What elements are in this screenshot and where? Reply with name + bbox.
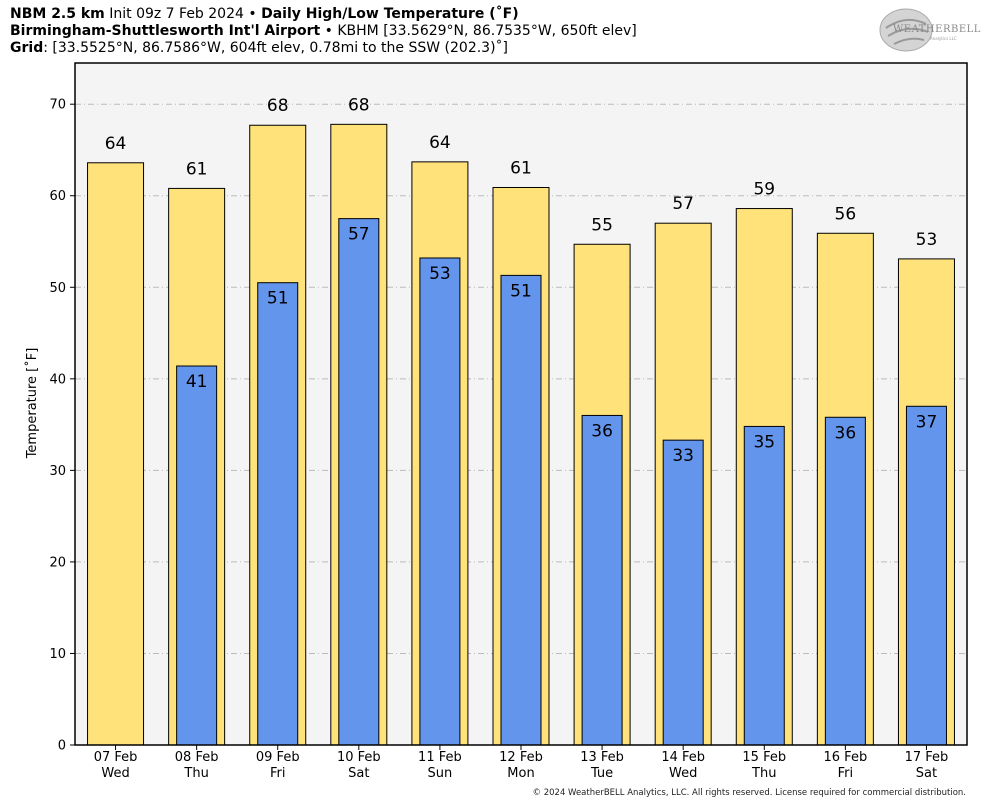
y-tick-label: 40	[49, 372, 66, 387]
x-tick-day: Thu	[751, 766, 776, 781]
low-temp-label: 57	[348, 225, 370, 245]
x-tick-day: Fri	[838, 766, 854, 781]
high-temp-label: 64	[105, 134, 127, 154]
high-temp-label: 64	[429, 133, 451, 153]
x-tick-day: Sun	[428, 766, 453, 781]
high-temp-label: 59	[753, 180, 775, 200]
low-temp-bar	[581, 414, 623, 746]
low-temp-bar	[905, 405, 947, 746]
high-temp-bar	[87, 162, 145, 746]
x-tick-date: 15 Feb	[742, 750, 786, 765]
low-temp-bar	[257, 282, 299, 746]
high-temp-label: 56	[835, 204, 857, 224]
product-title: Daily High/Low Temperature (˚F)	[261, 6, 519, 22]
copyright-notice: © 2024 WeatherBELL Analytics, LLC. All r…	[532, 788, 966, 798]
y-tick-label: 30	[49, 464, 66, 479]
header-line-3: Grid: [33.5525°N, 86.7586°W, 604ft elev,…	[10, 40, 508, 57]
model-name: NBM 2.5 km	[10, 6, 105, 22]
grid-info: : [33.5525°N, 86.7586°W, 604ft elev, 0.7…	[43, 40, 509, 56]
low-temp-bar	[824, 416, 866, 746]
low-temp-bar	[500, 274, 542, 746]
low-temp-bar	[419, 257, 461, 746]
x-tick-date: 17 Feb	[905, 750, 949, 765]
grid-label: Grid	[10, 40, 44, 56]
high-temp-label: 68	[267, 96, 289, 116]
weatherbell-logo-icon	[879, 8, 933, 52]
x-tick-date: 14 Feb	[661, 750, 705, 765]
x-tick-day: Fri	[270, 766, 286, 781]
y-tick-label: 60	[49, 189, 66, 204]
low-temp-label: 33	[672, 446, 694, 466]
high-temp-label: 68	[348, 95, 370, 115]
low-temp-bar	[338, 218, 380, 746]
x-tick-date: 13 Feb	[580, 750, 624, 765]
high-temp-label: 61	[510, 158, 532, 178]
x-tick-date: 09 Feb	[256, 750, 300, 765]
low-temp-label: 35	[753, 432, 775, 452]
logo-subtext: Analytics LLC	[930, 36, 957, 41]
y-tick-label: 20	[49, 555, 66, 570]
low-temp-bar	[176, 365, 218, 746]
x-tick-date: 08 Feb	[175, 750, 219, 765]
y-tick-label: 50	[49, 281, 66, 296]
x-tick-day: Tue	[590, 766, 613, 781]
y-tick-label: 70	[49, 98, 66, 113]
low-temp-label: 51	[267, 289, 289, 309]
header-bullet: •	[248, 6, 257, 22]
station-name: Birmingham-Shuttlesworth Int'l Airport	[10, 23, 321, 39]
x-tick-day: Wed	[669, 766, 697, 781]
x-tick-day: Wed	[101, 766, 129, 781]
x-tick-day: Sat	[348, 766, 369, 781]
low-temp-bar	[662, 439, 704, 746]
x-tick-date: 16 Feb	[824, 750, 868, 765]
high-temp-label: 53	[916, 230, 938, 250]
y-tick-label: 10	[49, 647, 66, 662]
low-temp-label: 41	[186, 372, 208, 392]
high-temp-label: 57	[672, 194, 694, 214]
high-temp-label: 55	[591, 215, 613, 235]
x-tick-date: 12 Feb	[499, 750, 543, 765]
low-temp-label: 36	[835, 423, 857, 443]
x-tick-date: 07 Feb	[94, 750, 138, 765]
logo-text: WEATHERBELL	[893, 24, 981, 35]
header-line-1: NBM 2.5 km Init 09z 7 Feb 2024 • Daily H…	[10, 6, 519, 23]
low-temp-label: 53	[429, 264, 451, 284]
x-tick-date: 11 Feb	[418, 750, 462, 765]
x-tick-day: Sat	[916, 766, 937, 781]
x-tick-day: Thu	[183, 766, 208, 781]
y-axis-label: Temperature [˚F]	[24, 348, 40, 460]
header-bullet: •	[324, 23, 333, 39]
x-tick-day: Mon	[507, 766, 534, 781]
low-temp-label: 51	[510, 281, 532, 301]
high-temp-label: 61	[186, 159, 208, 179]
header-line-2: Birmingham-Shuttlesworth Int'l Airport •…	[10, 23, 637, 40]
low-temp-bar	[743, 425, 785, 746]
station-code: KBHM [33.5629°N, 86.7535°W, 650ft elev]	[337, 23, 637, 39]
x-tick-date: 10 Feb	[337, 750, 381, 765]
low-temp-label: 37	[916, 412, 938, 432]
init-time: Init 09z 7 Feb 2024	[109, 6, 244, 22]
y-tick-label: 0	[58, 739, 66, 754]
low-temp-label: 36	[591, 421, 613, 441]
